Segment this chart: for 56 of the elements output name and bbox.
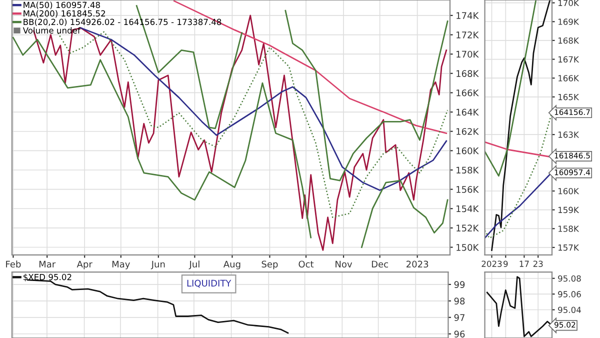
y-tick-label: 156K [456, 186, 479, 193]
y-tick-label: 150K [456, 244, 479, 251]
line-series [491, 0, 550, 251]
y-tick-label: 152K [456, 224, 479, 232]
x-tick-label: 2023 [482, 260, 502, 267]
x-tick-label: Apr [76, 260, 92, 270]
y-tick-label: 167K [558, 56, 580, 63]
y-tick-label: 95.08 [558, 275, 581, 282]
y-tick-label: 170K [456, 50, 479, 58]
x-tick-label: Oct [298, 260, 314, 268]
x-tick-label: Dec [372, 260, 388, 268]
y-tick-label: 165K [558, 94, 580, 100]
y-tick-label: 95.06 [558, 291, 581, 298]
line-series [484, 0, 536, 177]
y-tick-label: 159K [558, 206, 580, 214]
legend-label: $XED 95.02 [24, 274, 72, 282]
x-tick-label: 2023 [406, 260, 428, 268]
y-tick-label: 162K [456, 128, 479, 135]
y-tick-label: 168K [558, 37, 580, 44]
x-tick-label: Nov [336, 260, 352, 268]
legend-label: MA(200) 161845.52 [24, 10, 106, 18]
x-tick-label: Jun [150, 260, 165, 270]
y-tick-label: 174K [456, 12, 479, 19]
x-tick-label: Feb [6, 260, 21, 268]
y-tick-label: 160K [558, 188, 580, 194]
y-tick-label: 164K [456, 108, 479, 116]
y-tick-label: 157K [558, 244, 580, 251]
x-tick-label: Jul [188, 260, 200, 270]
y-tick-label: 163K [558, 132, 580, 138]
y-tick-label: 95.04 [558, 306, 581, 314]
y-tick-label: 168K [456, 70, 479, 77]
y-tick-label: 154K [456, 205, 479, 212]
y-tick-label: 96 [454, 330, 465, 338]
line-series [80, 27, 448, 191]
x-tick-label: Sep [262, 260, 278, 270]
y-tick-label: 97 [454, 314, 464, 321]
y-tick-label: 166K [558, 75, 580, 82]
annotation: LIQUIDITY [187, 280, 232, 288]
y-tick-label: 166K [456, 89, 479, 96]
x-tick-label: May [112, 260, 130, 270]
x-tick-label: 23 [533, 260, 543, 267]
x-tick-label: Aug [223, 260, 240, 270]
line-series [173, 0, 448, 134]
y-tick-label: 169K [558, 18, 580, 25]
legend-label: MA(50) 160957.48 [24, 2, 100, 10]
y-tick-label: 158K [456, 166, 479, 174]
y-tick-label: 170K [558, 0, 580, 6]
x-tick-label: Mar [39, 260, 56, 268]
x-tick-label: 9 [504, 260, 508, 267]
y-tick-label: 172K [456, 32, 479, 38]
y-tick-label: 99 [454, 281, 465, 288]
line-series [484, 171, 552, 239]
y-tick-label: 158K [558, 226, 580, 232]
x-tick-label: 17 [520, 260, 529, 267]
y-tick-label: 98 [454, 298, 465, 304]
y-tick-label: 160K [456, 147, 479, 154]
